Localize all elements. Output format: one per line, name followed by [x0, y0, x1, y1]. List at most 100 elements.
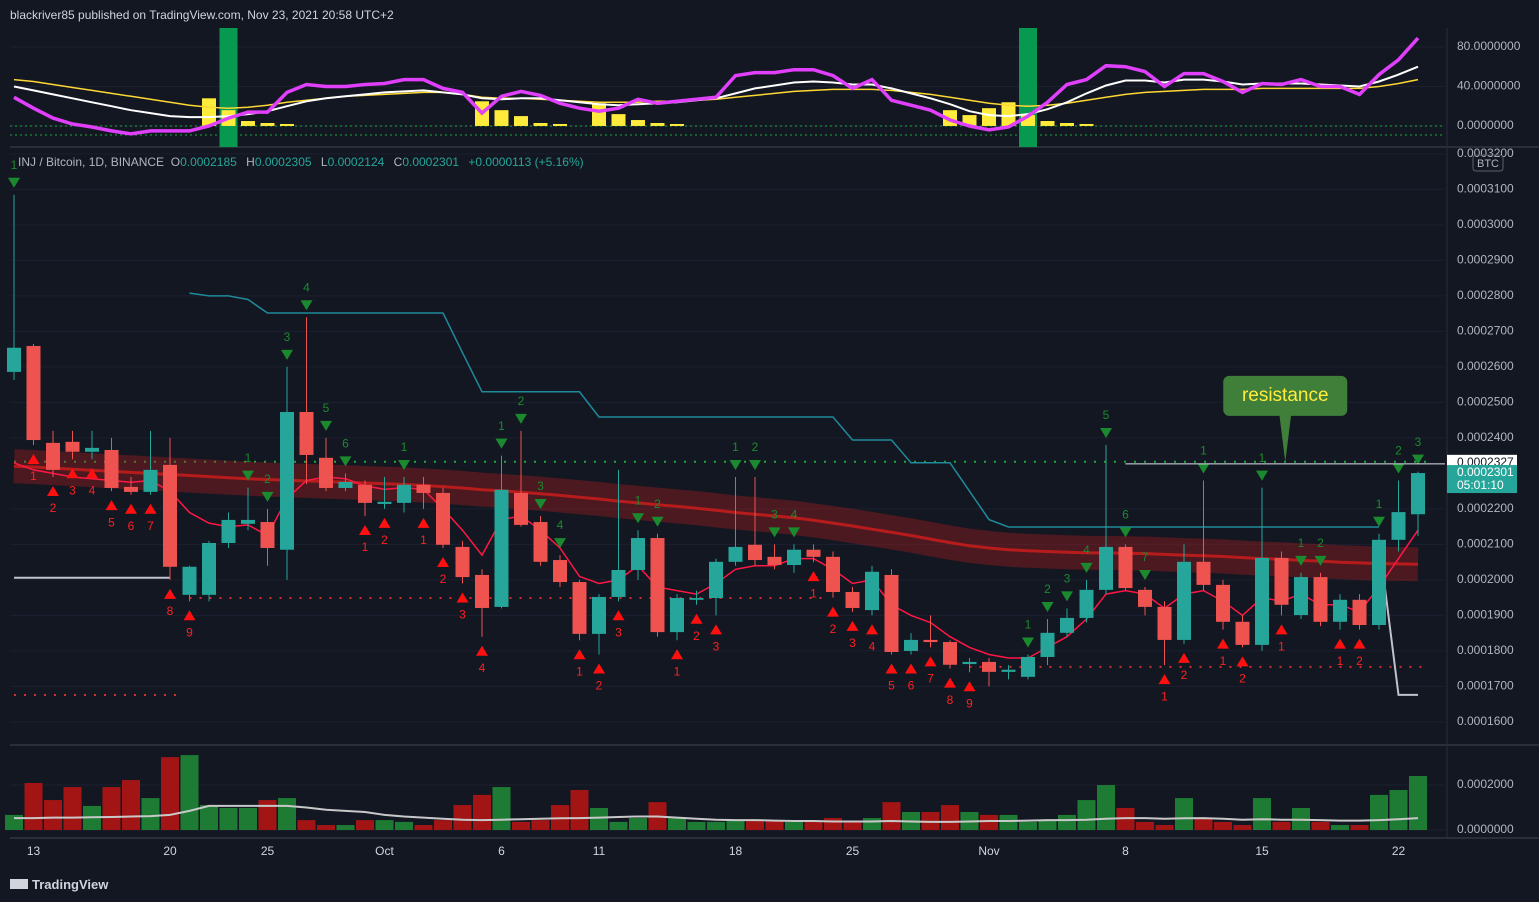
- candle-body: [65, 441, 80, 452]
- ohlc-key: O: [170, 155, 181, 169]
- volume-bar: [687, 821, 706, 830]
- y-tick-label: 0.0001700: [1457, 679, 1514, 693]
- td-count: 7: [1142, 550, 1149, 564]
- td-count: 4: [791, 508, 798, 522]
- x-tick-label: 11: [593, 844, 606, 858]
- candle-body: [1079, 589, 1094, 618]
- candle-body: [1001, 669, 1016, 672]
- y-tick-label: 0.0002100: [1457, 537, 1514, 551]
- td-count: 6: [342, 437, 349, 451]
- td-count: 2: [752, 440, 759, 454]
- td-count: 1: [732, 440, 739, 454]
- volume-bar: [1194, 818, 1213, 830]
- volume-bar: [122, 780, 140, 830]
- osc-bar: [202, 98, 216, 126]
- candle-body: [319, 457, 333, 488]
- osc-bar: [280, 123, 294, 126]
- td-marker: [612, 610, 625, 621]
- ohlc-value: 0.0002124: [327, 155, 385, 169]
- td-count: 1: [1161, 689, 1168, 703]
- td-count: 1: [498, 419, 505, 433]
- td-marker: [963, 681, 976, 692]
- candle-body: [397, 484, 411, 503]
- currency-box: [1472, 154, 1504, 172]
- td-marker: [1392, 463, 1405, 474]
- osc-bar: [631, 120, 645, 126]
- x-tick-label: 13: [27, 844, 41, 858]
- volume-bar: [24, 783, 43, 830]
- td-marker: [1353, 638, 1366, 649]
- candle-body: [1060, 617, 1074, 633]
- osc-bar: [260, 123, 275, 126]
- candle-body: [475, 574, 489, 608]
- y-tick-label: 0.0000000: [1457, 822, 1514, 836]
- td-marker: [378, 517, 391, 528]
- legend: INJ / Bitcoin, 1D, BINANCE O0.0002185 H0…: [18, 155, 590, 169]
- volume-bar: [863, 818, 881, 830]
- osc-bar: [1079, 123, 1094, 126]
- td-marker: [534, 499, 547, 510]
- candle-body: [962, 661, 977, 665]
- td-count: 9: [966, 696, 973, 710]
- td-marker: [242, 470, 254, 481]
- last-price-tag: [1447, 465, 1517, 494]
- candle-body: [1040, 632, 1055, 657]
- highlight: [1019, 28, 1037, 147]
- td-count: 2: [596, 679, 603, 693]
- candle-body: [611, 569, 626, 597]
- x-tick-label: 25: [261, 844, 275, 858]
- td-count: 8: [947, 693, 954, 707]
- osc-bar: [1021, 115, 1035, 126]
- x-tick-label: Oct: [375, 844, 394, 858]
- td-count: 1: [420, 533, 427, 547]
- td-count: 1: [362, 540, 369, 554]
- td-marker: [125, 503, 137, 514]
- y-tick-label: 0.0000000: [1457, 118, 1514, 132]
- td-marker: [651, 516, 664, 527]
- volume-bar: [609, 821, 628, 830]
- x-tick-label: 22: [1392, 844, 1406, 858]
- td-marker: [339, 456, 352, 467]
- td-marker: [1041, 601, 1054, 612]
- td-marker: [1061, 591, 1073, 602]
- volume-bar: [200, 805, 218, 830]
- volume-bar: [453, 805, 472, 830]
- td-count: 2: [1181, 668, 1188, 682]
- td-count: 1: [810, 586, 817, 600]
- td-marker: [1022, 637, 1034, 648]
- candle-body: [1391, 512, 1406, 540]
- y-tick-label: 0.0002900: [1457, 253, 1514, 267]
- td-count: 1: [1298, 536, 1305, 550]
- td-marker: [27, 454, 40, 465]
- candle-body: [631, 538, 645, 570]
- td-count: 3: [615, 625, 622, 639]
- td-marker: [1373, 516, 1385, 527]
- candle-body: [670, 598, 684, 633]
- td-count: 2: [1239, 672, 1246, 686]
- highlight: [219, 28, 238, 147]
- volume-bar: [1311, 821, 1330, 830]
- td-count: 1: [401, 440, 408, 454]
- td-marker: [1236, 656, 1249, 667]
- osc-bar: [533, 123, 548, 126]
- candle-body: [1157, 606, 1172, 640]
- candle-body: [806, 549, 821, 557]
- osc-bar: [514, 116, 528, 126]
- volume-bar: [395, 821, 413, 830]
- candle-body: [416, 484, 431, 493]
- osc-bar: [611, 114, 626, 126]
- candle-body: [338, 481, 353, 488]
- ohlc-value: 0.0002301: [402, 155, 460, 169]
- y-tick-label: 0.0002800: [1457, 288, 1514, 302]
- td-marker: [320, 420, 332, 431]
- candle-body: [709, 561, 723, 599]
- td-marker: [105, 500, 118, 511]
- candle-body: [46, 442, 60, 470]
- volume-bar: [239, 807, 257, 830]
- footer-brand: TradingView: [32, 877, 109, 892]
- volume-bar: [1214, 821, 1232, 830]
- td-marker: [1334, 638, 1346, 649]
- volume-bar: [356, 820, 374, 830]
- td-count: 3: [459, 608, 466, 622]
